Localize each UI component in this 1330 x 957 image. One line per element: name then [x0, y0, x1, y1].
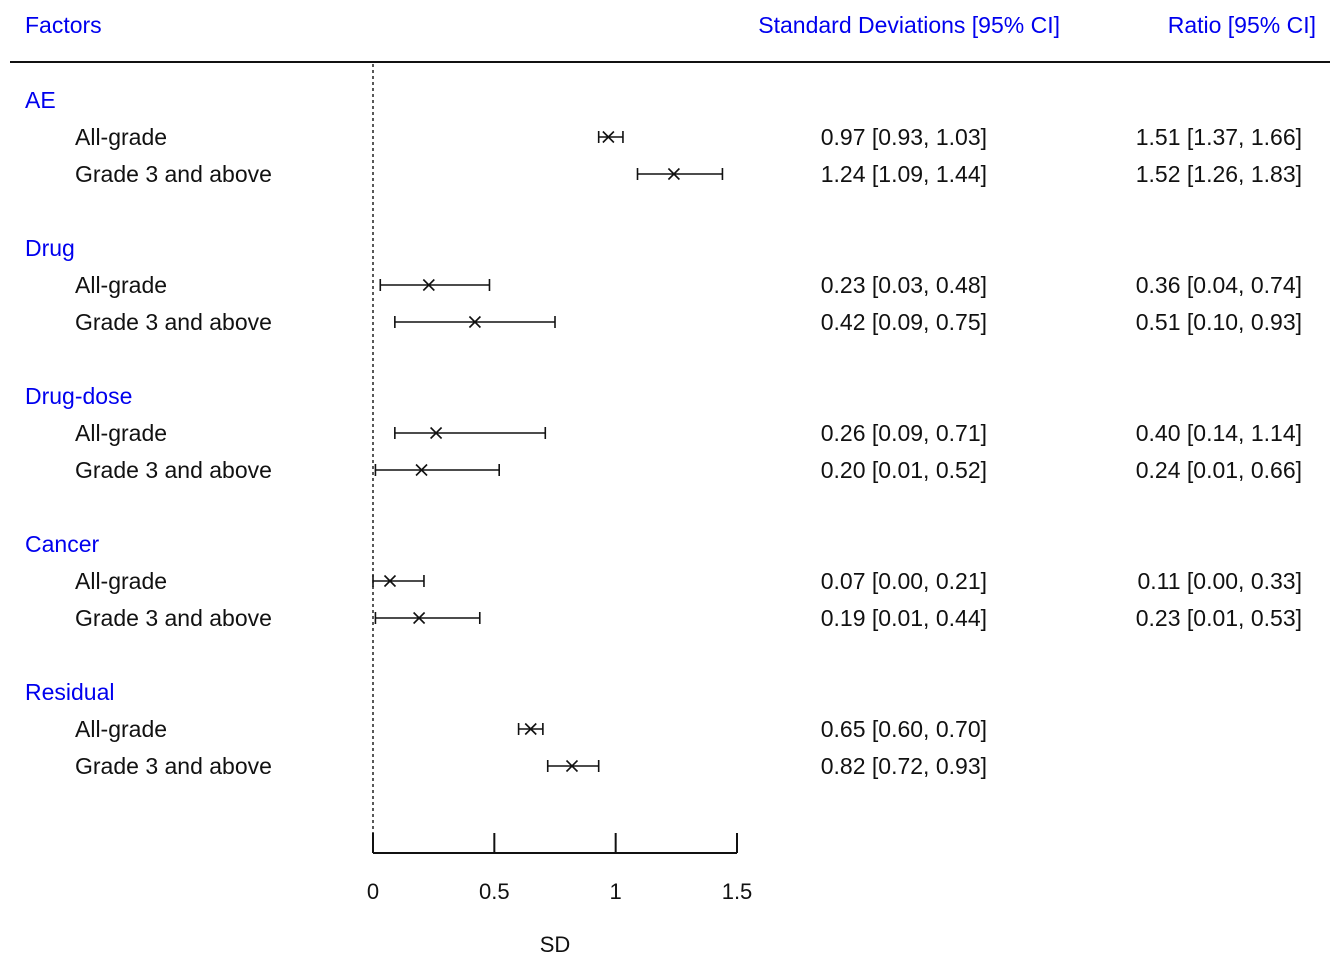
point-estimate-marker — [468, 315, 481, 329]
sd-value: 1.24 [1.09, 1.44] — [821, 161, 987, 187]
header-factors: Factors — [25, 12, 102, 38]
row-label: All-grade — [75, 272, 167, 298]
point-estimate-marker — [430, 426, 443, 440]
ratio-value: 0.23 [0.01, 0.53] — [1136, 605, 1302, 631]
point-estimate-marker — [565, 759, 579, 773]
sd-value: 0.07 [0.00, 0.21] — [821, 568, 987, 594]
group-label: Cancer — [25, 531, 99, 557]
sd-value: 0.26 [0.09, 0.71] — [821, 420, 987, 446]
row-label: Grade 3 and above — [75, 605, 272, 631]
row-label: All-grade — [75, 716, 167, 742]
x-tick-label: 1.5 — [722, 879, 753, 904]
sd-value: 0.42 [0.09, 0.75] — [821, 309, 987, 335]
group-label: Drug — [25, 235, 75, 261]
sd-value: 0.82 [0.72, 0.93] — [821, 753, 987, 779]
x-axis: 0 0.5 1 1.5 — [367, 833, 752, 904]
ratio-value: 1.52 [1.26, 1.83] — [1136, 161, 1302, 187]
point-estimate-marker — [415, 463, 428, 477]
header-ratio: Ratio [95% CI] — [1168, 12, 1316, 38]
group-label: AE — [25, 87, 56, 113]
row-label: All-grade — [75, 124, 167, 150]
row-label: Grade 3 and above — [75, 753, 272, 779]
row-label: All-grade — [75, 568, 167, 594]
ratio-value: 0.11 [0.00, 0.33] — [1137, 568, 1302, 594]
group-label: Residual — [25, 679, 115, 705]
sd-value: 0.97 [0.93, 1.03] — [821, 124, 987, 150]
ratio-value: 0.36 [0.04, 0.74] — [1136, 272, 1302, 298]
header-standard-deviations: Standard Deviations [95% CI] — [758, 12, 1060, 38]
row-label: Grade 3 and above — [75, 457, 272, 483]
point-estimate-marker — [413, 611, 426, 625]
ratio-value: 0.40 [0.14, 1.14] — [1136, 420, 1302, 446]
group-label: Drug-dose — [25, 383, 132, 409]
x-tick-label: 0 — [367, 879, 379, 904]
sd-value: 0.65 [0.60, 0.70] — [821, 716, 987, 742]
point-estimate-marker — [602, 130, 615, 144]
row-label: Grade 3 and above — [75, 161, 272, 187]
point-estimate-marker — [524, 722, 537, 736]
point-estimate-marker — [667, 167, 680, 181]
x-tick-label: 1 — [610, 879, 622, 904]
ratio-value: 1.51 [1.37, 1.66] — [1136, 124, 1302, 150]
point-estimate-marker — [383, 574, 397, 588]
sd-value: 0.23 [0.03, 0.48] — [821, 272, 987, 298]
ratio-value: 0.51 [0.10, 0.93] — [1136, 309, 1302, 335]
row-label: All-grade — [75, 420, 167, 446]
x-tick-label: 0.5 — [479, 879, 510, 904]
ratio-value: 0.24 [0.01, 0.66] — [1136, 457, 1302, 483]
x-axis-label: SD — [540, 932, 571, 957]
point-estimate-marker — [422, 278, 435, 292]
sd-value: 0.19 [0.01, 0.44] — [821, 605, 987, 631]
sd-value: 0.20 [0.01, 0.52] — [821, 457, 987, 483]
rows-layer: AE All-grade 0.97 [0.93, 1.03] 1.51 [1.37, … — [25, 87, 1302, 779]
row-label: Grade 3 and above — [75, 309, 272, 335]
